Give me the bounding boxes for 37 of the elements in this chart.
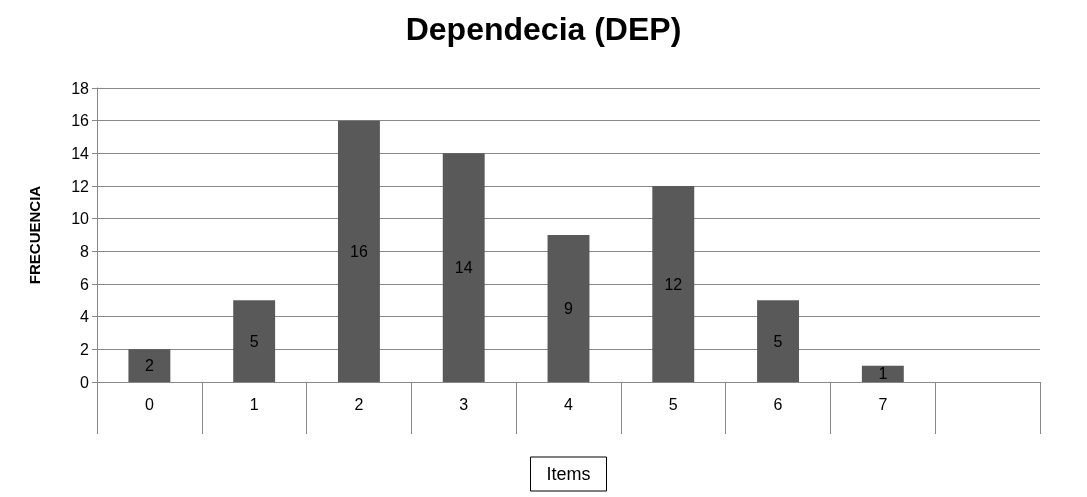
data-label: 1 (878, 365, 888, 383)
bar (442, 153, 485, 382)
data-label: 5 (249, 332, 259, 350)
data-label: 9 (564, 300, 574, 317)
x-tick-label: 3 (459, 395, 469, 413)
x-tick-label: 2 (354, 395, 364, 413)
x-tick-label: 7 (878, 395, 888, 413)
y-tick-label: 6 (80, 275, 90, 293)
x-tick-label: 1 (249, 395, 259, 413)
x-tick-label: 6 (773, 395, 783, 413)
bar (337, 120, 380, 382)
y-tick-label: 4 (80, 308, 90, 326)
y-tick-label: 18 (71, 79, 90, 97)
x-tick-label: 4 (564, 395, 574, 413)
data-label: 5 (773, 332, 783, 350)
bar (757, 300, 800, 382)
data-label: 16 (350, 242, 368, 260)
chart-title: Dependecia (DEP) (405, 11, 682, 47)
y-axis-title: FRECUENCIA (26, 185, 43, 285)
y-tick-label: 8 (80, 242, 90, 260)
y-tick-label: 0 (80, 373, 90, 391)
y-tick-label: 10 (71, 210, 90, 228)
y-tick-label: 2 (80, 340, 90, 358)
data-label: 14 (454, 259, 473, 277)
bar (547, 235, 590, 382)
bar (861, 365, 904, 382)
x-axis-title: Items (546, 464, 591, 484)
bar (652, 186, 695, 382)
data-label: 12 (664, 275, 683, 293)
x-tick-label: 5 (668, 395, 678, 413)
bar (233, 300, 276, 382)
data-label: 2 (144, 357, 154, 375)
y-tick-label: 14 (71, 144, 90, 162)
y-tick-label: 12 (71, 177, 90, 195)
y-tick-label: 16 (71, 112, 90, 130)
x-tick-label: 0 (144, 395, 154, 413)
bar (128, 349, 171, 382)
